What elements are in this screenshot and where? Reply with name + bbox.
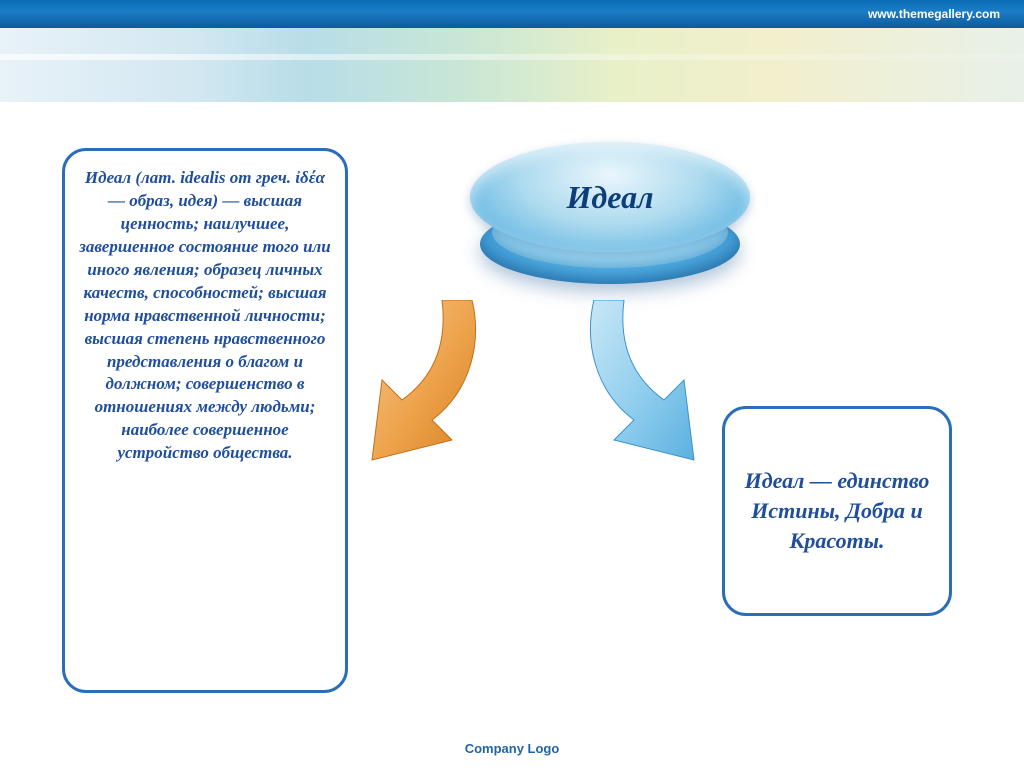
footer-logo: Company Logo	[0, 741, 1024, 756]
header-band	[0, 28, 1024, 102]
arrow-left-icon	[342, 300, 502, 500]
central-bubble: Идеал	[470, 142, 750, 292]
definition-text: Идеал (лат. idealis от греч. ἰδέα — обра…	[77, 167, 333, 465]
definition-box: Идеал (лат. idealis от греч. ἰδέα — обра…	[62, 148, 348, 693]
summary-text: Идеал — единство Истины, Добра и Красоты…	[739, 466, 935, 555]
bubble-label: Идеал	[567, 179, 654, 216]
header-bar: www.themegallery.com	[0, 0, 1024, 28]
summary-box: Идеал — единство Истины, Добра и Красоты…	[722, 406, 952, 616]
arrow-right-icon	[564, 300, 724, 500]
header-url: www.themegallery.com	[868, 7, 1000, 21]
bubble-top-layer: Идеал	[470, 142, 750, 252]
